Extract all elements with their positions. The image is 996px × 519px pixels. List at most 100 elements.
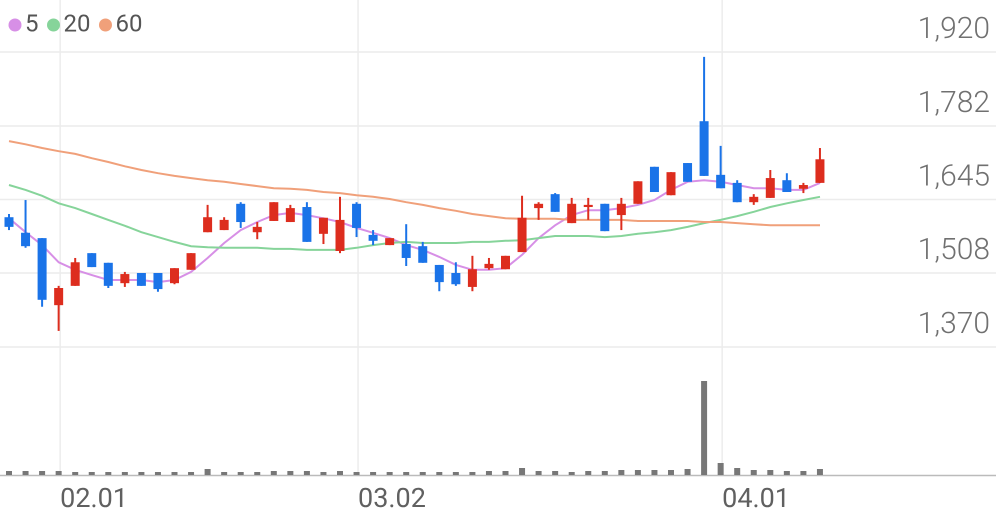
candle-body (302, 207, 312, 242)
legend-label: 5 (25, 9, 39, 37)
candle-body (87, 253, 97, 268)
candle-body (418, 246, 428, 263)
candle-body (385, 238, 395, 246)
volume-bar (800, 471, 807, 475)
volume-bar (121, 472, 128, 475)
volume-bar (221, 472, 228, 475)
candle-body (649, 166, 659, 193)
volume-bar (783, 471, 790, 475)
candle-body (153, 272, 163, 290)
candle-body (136, 272, 146, 286)
volume-bar (651, 470, 658, 475)
volume-bar (684, 469, 691, 475)
volume-bar (55, 471, 62, 475)
volume-bar (585, 471, 592, 475)
volume-bar (270, 471, 277, 475)
candle-body (517, 217, 527, 253)
candle-body (451, 272, 461, 285)
candle-body (219, 219, 229, 231)
candle-body (434, 264, 444, 283)
legend-dot (98, 18, 112, 32)
candle-body (236, 203, 246, 223)
y-tick-label: 1,920 (918, 11, 990, 46)
volume-bar (353, 472, 360, 475)
volume-bar (535, 471, 542, 475)
volume-bar (237, 472, 244, 475)
volume-bar (469, 472, 476, 475)
volume-bar (6, 471, 12, 475)
candle-body (170, 268, 179, 284)
candle-body (699, 121, 709, 176)
volume-bar (188, 472, 195, 475)
volume-bar (618, 470, 625, 475)
volume-bar (767, 470, 774, 475)
legend-label: 20 (64, 9, 91, 37)
candle-body (583, 204, 593, 208)
volume-bar (601, 471, 608, 475)
y-tick-label: 1,782 (918, 85, 990, 120)
candle-body (501, 255, 510, 270)
candle-body (600, 203, 610, 232)
candle-body (285, 208, 295, 223)
candle-body (335, 219, 345, 251)
volume-bar (519, 468, 526, 475)
candle-body (70, 262, 80, 286)
candle-body (318, 217, 328, 234)
volume-bar (734, 468, 741, 475)
volume-bar (254, 472, 261, 475)
volume-bar (552, 471, 559, 475)
volume-bar (303, 471, 310, 475)
candle-body (269, 202, 279, 221)
candle-body (633, 181, 643, 204)
candle-body (368, 234, 378, 241)
candle-body (683, 163, 693, 182)
volume-bar (72, 472, 79, 475)
ma-line (8, 140, 820, 227)
candle-body (203, 217, 213, 233)
candle-body (765, 178, 775, 198)
candle-body (352, 203, 362, 228)
volume-bar (436, 472, 443, 475)
volume-bar (568, 472, 575, 475)
legend-label: 60 (115, 9, 142, 37)
volume-bar (634, 470, 641, 475)
x-tick-label: 02.01 (60, 482, 128, 514)
ma-line (8, 184, 821, 251)
candle-body (401, 244, 411, 258)
candle-body (567, 203, 577, 224)
volume-bar (717, 463, 724, 475)
y-tick-label: 1,508 (918, 232, 990, 267)
volume-bar (701, 381, 708, 475)
volume-bar (816, 469, 823, 475)
candle-body (616, 203, 626, 216)
candle-body (484, 263, 494, 269)
candle-body (732, 182, 742, 203)
candle-body (467, 269, 477, 287)
volume-bar (138, 472, 145, 475)
ma-line (8, 179, 821, 284)
candle-body (186, 253, 196, 270)
volume-bar (39, 471, 46, 475)
x-tick-label: 04.01 (722, 482, 790, 514)
candle-body (54, 288, 64, 306)
y-tick-label: 1,370 (918, 306, 990, 341)
volume-bar (386, 472, 393, 475)
volume-bar (370, 472, 377, 475)
candle-body (550, 194, 560, 212)
volume-bar (502, 471, 509, 475)
volume-bar (419, 472, 426, 475)
volume-bar (171, 472, 178, 475)
legend-dot (8, 18, 22, 32)
candle-body (815, 159, 825, 183)
volume-bar (403, 472, 410, 475)
candle-body (749, 196, 759, 203)
volume-bar (154, 472, 161, 475)
candle-body (37, 238, 47, 300)
candle-body (782, 180, 792, 193)
candle-body (666, 172, 676, 196)
volume-bar (452, 472, 459, 475)
candle-body (534, 203, 544, 209)
volume-bar (287, 471, 294, 475)
